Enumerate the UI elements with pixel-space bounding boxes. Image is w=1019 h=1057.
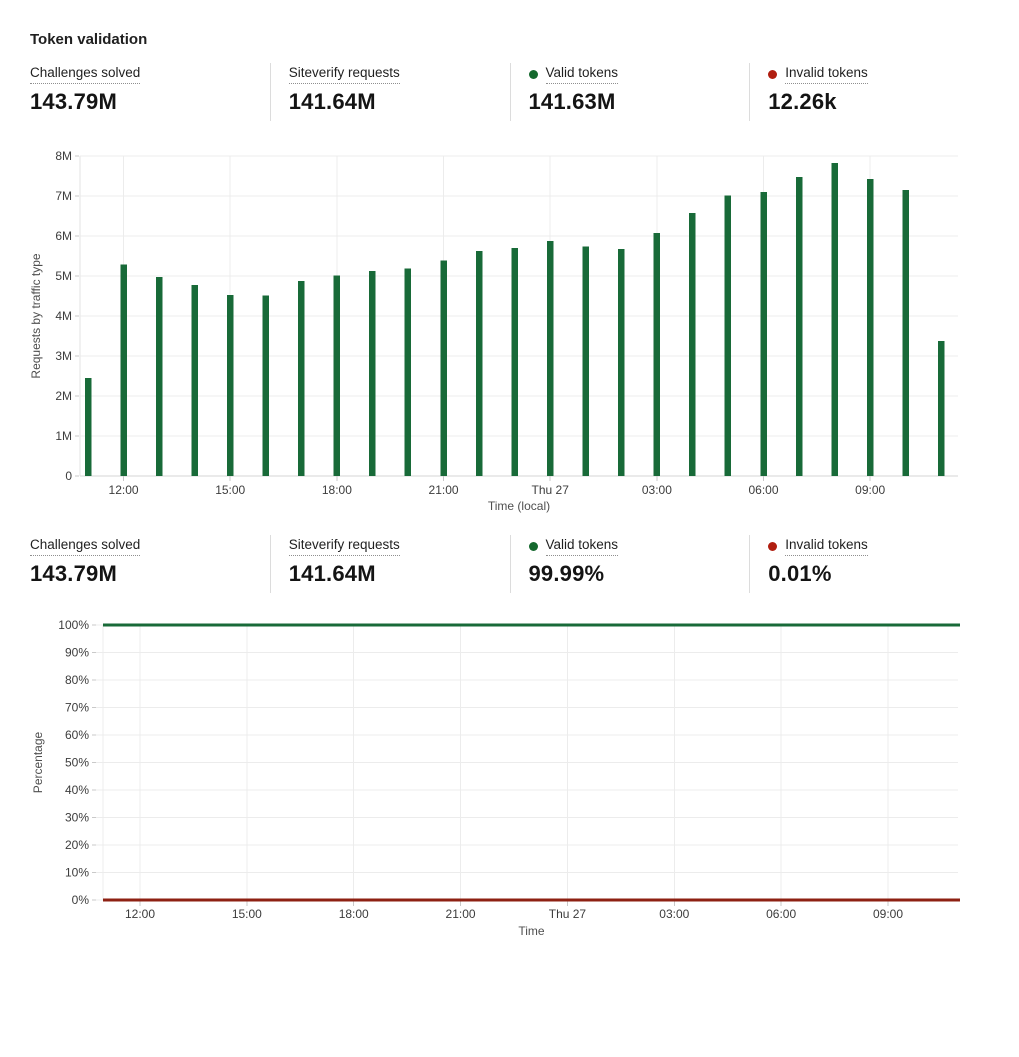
stat-label[interactable]: Siteverify requests: [288, 65, 400, 84]
svg-text:40%: 40%: [65, 783, 89, 797]
svg-text:10%: 10%: [65, 866, 89, 880]
svg-text:Time: Time: [518, 924, 545, 938]
stat-valid-tokens: Valid tokens 141.63M: [509, 63, 750, 121]
stat-label[interactable]: Valid tokens: [545, 65, 619, 84]
svg-text:09:00: 09:00: [873, 907, 903, 921]
svg-text:06:00: 06:00: [749, 483, 779, 497]
svg-text:03:00: 03:00: [642, 483, 672, 497]
svg-text:100%: 100%: [58, 618, 89, 632]
svg-text:Requests by traffic type: Requests by traffic type: [29, 253, 43, 379]
svg-text:21:00: 21:00: [446, 907, 476, 921]
svg-text:12:00: 12:00: [125, 907, 155, 921]
stat-challenges-solved: Challenges solved 143.79M: [30, 535, 270, 593]
svg-text:8M: 8M: [55, 149, 72, 163]
svg-text:7M: 7M: [55, 189, 72, 203]
green-dot-icon: [528, 69, 538, 79]
svg-text:15:00: 15:00: [215, 483, 245, 497]
stat-label[interactable]: Invalid tokens: [785, 65, 868, 84]
stat-value: 141.64M: [288, 89, 376, 114]
stat-value: 143.79M: [30, 561, 118, 586]
stat-value: 12.26k: [768, 89, 837, 114]
svg-text:09:00: 09:00: [855, 483, 885, 497]
svg-text:50%: 50%: [65, 756, 89, 770]
svg-text:Thu 27: Thu 27: [549, 907, 587, 921]
stat-label[interactable]: Siteverify requests: [288, 537, 400, 556]
svg-text:Thu 27: Thu 27: [532, 483, 570, 497]
stat-siteverify-requests: Siteverify requests 141.64M: [269, 535, 510, 593]
svg-text:03:00: 03:00: [659, 907, 689, 921]
svg-text:1M: 1M: [55, 429, 72, 443]
stat-invalid-tokens: Invalid tokens 12.26k: [749, 63, 989, 121]
svg-text:5M: 5M: [55, 269, 72, 283]
svg-text:0%: 0%: [72, 893, 90, 907]
svg-text:2M: 2M: [55, 389, 72, 403]
stat-challenges-solved: Challenges solved 143.79M: [30, 63, 270, 121]
svg-text:12:00: 12:00: [109, 483, 139, 497]
svg-text:21:00: 21:00: [429, 483, 459, 497]
stats-row-counts: Challenges solved 143.79M Siteverify req…: [30, 63, 989, 121]
svg-text:30%: 30%: [65, 811, 89, 825]
stat-value: 0.01%: [768, 561, 832, 586]
stat-label[interactable]: Challenges solved: [30, 537, 141, 556]
stat-valid-tokens-percent: Valid tokens 99.99%: [509, 535, 750, 593]
svg-text:70%: 70%: [65, 701, 89, 715]
stat-invalid-tokens-percent: Invalid tokens 0.01%: [749, 535, 989, 593]
svg-text:6M: 6M: [55, 229, 72, 243]
stat-value: 99.99%: [528, 561, 605, 586]
stat-value: 143.79M: [30, 89, 118, 114]
stat-value: 141.63M: [528, 89, 616, 114]
svg-text:Time (local): Time (local): [488, 499, 550, 513]
svg-text:20%: 20%: [65, 838, 89, 852]
svg-text:80%: 80%: [65, 673, 89, 687]
svg-text:90%: 90%: [65, 646, 89, 660]
stat-label[interactable]: Valid tokens: [545, 537, 619, 556]
svg-text:15:00: 15:00: [232, 907, 262, 921]
svg-text:18:00: 18:00: [339, 907, 369, 921]
red-dot-icon: [768, 541, 778, 551]
stat-siteverify-requests: Siteverify requests 141.64M: [269, 63, 510, 121]
svg-text:0: 0: [65, 469, 72, 483]
stat-label[interactable]: Invalid tokens: [785, 537, 868, 556]
percentage-chart[interactable]: 12:00 15:00 18:00 21:00 Thu 27 03:00 06:00 09:0…: [0, 607, 1019, 957]
stat-value: 141.64M: [288, 561, 376, 586]
svg-text:06:00: 06:00: [766, 907, 796, 921]
stat-label[interactable]: Challenges solved: [30, 65, 141, 84]
requests-by-traffic-type-chart[interactable]: 0 1M 2M 3M 4M 5M 6M 7M 8M 12:00 15:00 18:00 21:00 Thu…: [0, 142, 1019, 525]
red-dot-icon: [768, 69, 778, 79]
stats-row-percentages: Challenges solved 143.79M Siteverify req…: [30, 535, 989, 593]
svg-text:Percentage: Percentage: [31, 731, 45, 793]
svg-text:3M: 3M: [55, 349, 72, 363]
green-dot-icon: [528, 541, 538, 551]
svg-text:18:00: 18:00: [322, 483, 352, 497]
page-title: Token validation: [30, 31, 148, 48]
svg-text:60%: 60%: [65, 728, 89, 742]
svg-text:4M: 4M: [55, 309, 72, 323]
